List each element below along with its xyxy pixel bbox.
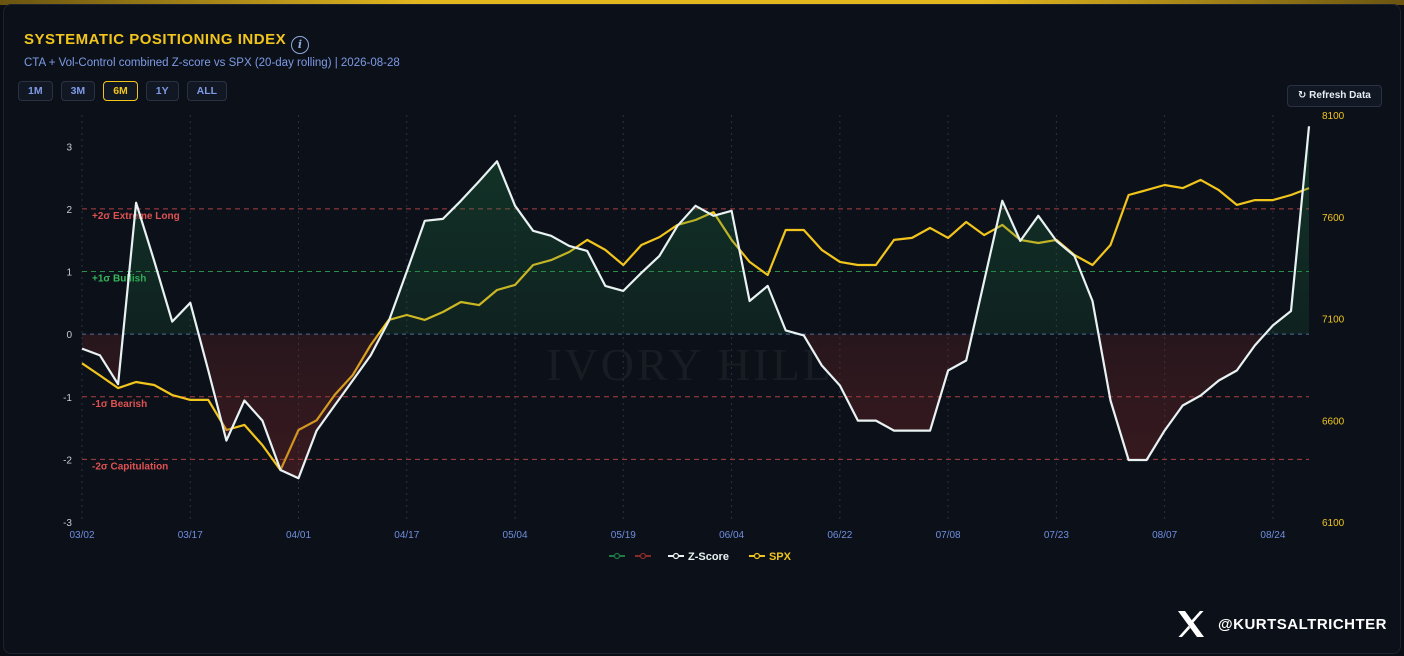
x-tick-label: 08/24 <box>1260 530 1285 541</box>
reference-label: +1σ Bullish <box>92 274 146 285</box>
x-tick-label: 08/07 <box>1152 530 1177 541</box>
x-tick-label: 07/08 <box>936 530 961 541</box>
y-tick-label: -1 <box>63 393 72 404</box>
legend-icon <box>639 552 647 560</box>
legend-icon <box>672 552 680 560</box>
legend-icon <box>613 552 621 560</box>
x-tick-label: 04/17 <box>394 530 419 541</box>
x-tick-label: 07/23 <box>1044 530 1069 541</box>
y-tick-label: -3 <box>63 518 72 529</box>
x-tick-label: 06/22 <box>827 530 852 541</box>
y2-tick-label: 7600 <box>1322 213 1345 224</box>
x-tick-label: 04/01 <box>286 530 311 541</box>
y-tick-label: 0 <box>66 330 72 341</box>
title: SYSTEMATIC POSITIONING INDEX <box>24 31 287 48</box>
range-buttons: 1M 3M 6M 1Y ALL <box>18 81 228 101</box>
y-tick-label: 3 <box>66 142 72 153</box>
range-button[interactable]: ALL <box>186 81 228 101</box>
y2-tick-label: 8100 <box>1322 111 1345 122</box>
x-tick-label: 06/04 <box>719 530 744 541</box>
credit: @KURTSALTRICHTER <box>1176 610 1387 638</box>
legend-label: SPX <box>769 551 792 563</box>
y-tick-label: -2 <box>63 455 72 466</box>
credit-handle: @KURTSALTRICHTER <box>1218 615 1388 633</box>
x-tick-label: 05/04 <box>503 530 528 541</box>
negative-area <box>82 334 1309 479</box>
range-button[interactable]: 3M <box>60 81 96 101</box>
y-tick-label: 1 <box>66 268 72 279</box>
positive-area <box>123 126 1309 335</box>
x-tick-label: 05/19 <box>611 530 636 541</box>
range-button[interactable]: 1M <box>18 81 53 101</box>
range-button[interactable]: 1Y <box>145 81 179 101</box>
info-icon[interactable]: i <box>291 36 309 54</box>
range-button[interactable]: 6M <box>103 81 138 101</box>
reference-label: -2σ Capitulation <box>92 461 168 472</box>
y-tick-label: 2 <box>66 205 72 216</box>
x-tick-label: 03/17 <box>178 530 203 541</box>
series-line <box>81 126 1311 480</box>
legend-icon <box>753 552 761 560</box>
subtitle: CTA + Vol-Control combined Z-score vs SP… <box>24 57 400 69</box>
x-tick-label: 03/02 <box>69 530 94 541</box>
refresh-button[interactable]: ↻ Refresh Data <box>1287 85 1382 107</box>
y2-tick-label: 7100 <box>1322 315 1345 326</box>
y2-tick-label: 6100 <box>1322 518 1345 529</box>
x-logo <box>1178 611 1204 637</box>
watermark: IVORY HILL <box>546 339 834 390</box>
legend-label: Z-Score <box>688 551 729 563</box>
y2-tick-label: 6600 <box>1322 416 1345 427</box>
reference-label: -1σ Bearish <box>92 399 147 410</box>
top-accent-bar <box>0 0 1404 5</box>
